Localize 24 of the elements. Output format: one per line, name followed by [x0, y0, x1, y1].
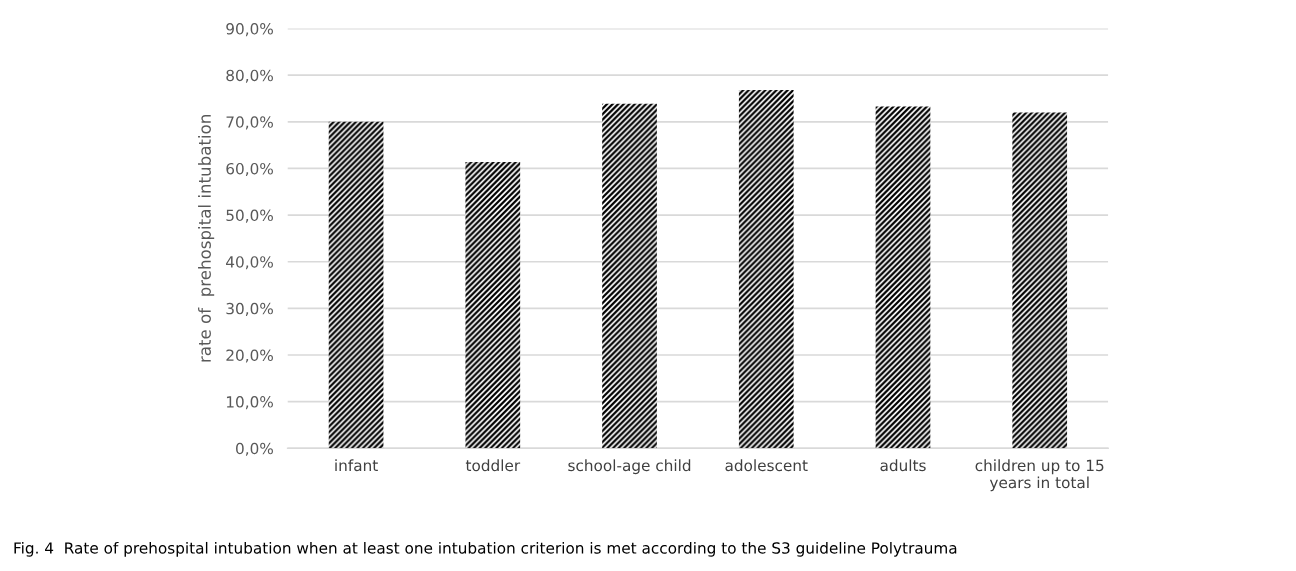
bar — [875, 106, 931, 449]
x-tick-label: infant — [335, 459, 378, 472]
y-tick-label: 60,0% — [226, 162, 273, 177]
y-tick-label: 80,0% — [226, 69, 273, 83]
bar — [1012, 112, 1068, 449]
y-tick-label: 70,0% — [226, 116, 273, 130]
y-tick-label: 90,0% — [226, 23, 273, 37]
bar — [738, 90, 794, 449]
y-tick-label: 40,0% — [226, 256, 273, 270]
bar — [465, 161, 521, 449]
y-axis-title: rate of prehospital intubation — [198, 115, 215, 362]
y-tick-label: 20,0% — [226, 349, 273, 363]
bar — [328, 121, 384, 449]
x-tick-label: children up to 15 years in total — [975, 459, 1104, 492]
y-tick-label: 50,0% — [226, 209, 273, 223]
caption: Fig. 4 Rate of prehospital intubation when at least one intubation criterion is met according to the S3 guideline Polytrauma — [14, 541, 957, 557]
x-tick-label: adults — [880, 459, 926, 472]
y-tick-label: 30,0% — [226, 302, 273, 316]
bar — [602, 103, 657, 449]
x-tick-label: toddler — [465, 459, 521, 472]
y-tick-label: 0,0% — [236, 442, 273, 456]
x-tick-label: school-age child — [568, 459, 691, 475]
y-tick-label: 10,0% — [226, 396, 273, 410]
x-tick-label: adolescent — [725, 459, 808, 472]
